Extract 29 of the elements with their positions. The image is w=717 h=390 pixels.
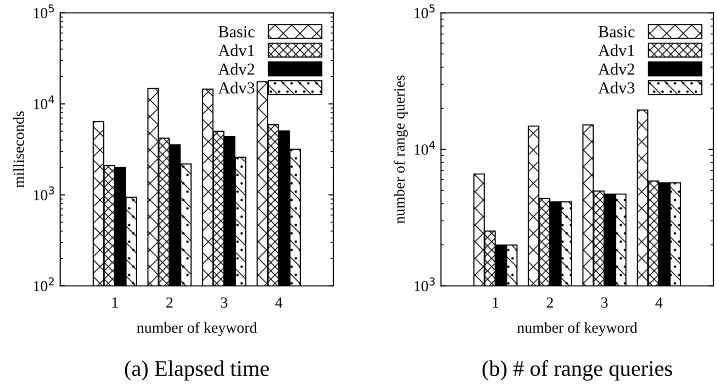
- x-tick-label: 2: [166, 297, 172, 308]
- legend-label: Adv3: [218, 82, 254, 94]
- x-tick-label: 2: [546, 297, 553, 308]
- x-tick-label: 3: [221, 297, 228, 308]
- legend-label: Basic: [218, 26, 255, 38]
- legend-label: Adv1: [598, 44, 634, 56]
- x-tick-label: 1: [112, 297, 118, 308]
- y-tick-label: 10$^{5}$: [34, 4, 54, 18]
- y-tick-label: 10$^{4}$: [414, 140, 435, 155]
- y-axis-title: number of range queries: [394, 75, 408, 224]
- y-tick-label: 10$^{5}$: [414, 4, 435, 18]
- y-tick-label: 10$^{4}$: [34, 95, 54, 110]
- legend-label: Adv2: [218, 63, 254, 75]
- x-tick-label: 4: [655, 298, 663, 308]
- x-axis-title: number of keyword: [517, 322, 638, 336]
- x-axis-title: number of keyword: [136, 322, 257, 336]
- x-tick-label: 1: [492, 297, 498, 308]
- legend-label: Adv2: [598, 63, 634, 75]
- legend-label: Adv3: [598, 82, 634, 94]
- y-tick-label: 10$^{3}$: [414, 277, 435, 292]
- legend-label: Adv1: [218, 44, 254, 56]
- text: (b) # of range queries: [482, 360, 672, 381]
- y-tick-label: 10$^{2}$: [34, 277, 54, 292]
- x-tick-label: 3: [601, 297, 608, 308]
- legend-label: Basic: [598, 26, 635, 38]
- text: (a) Elapsed time: [124, 360, 269, 381]
- y-tick-label: 10$^{3}$: [34, 186, 54, 200]
- x-tick-label: 4: [275, 298, 282, 308]
- y-axis-title: milliseconds: [13, 111, 24, 188]
